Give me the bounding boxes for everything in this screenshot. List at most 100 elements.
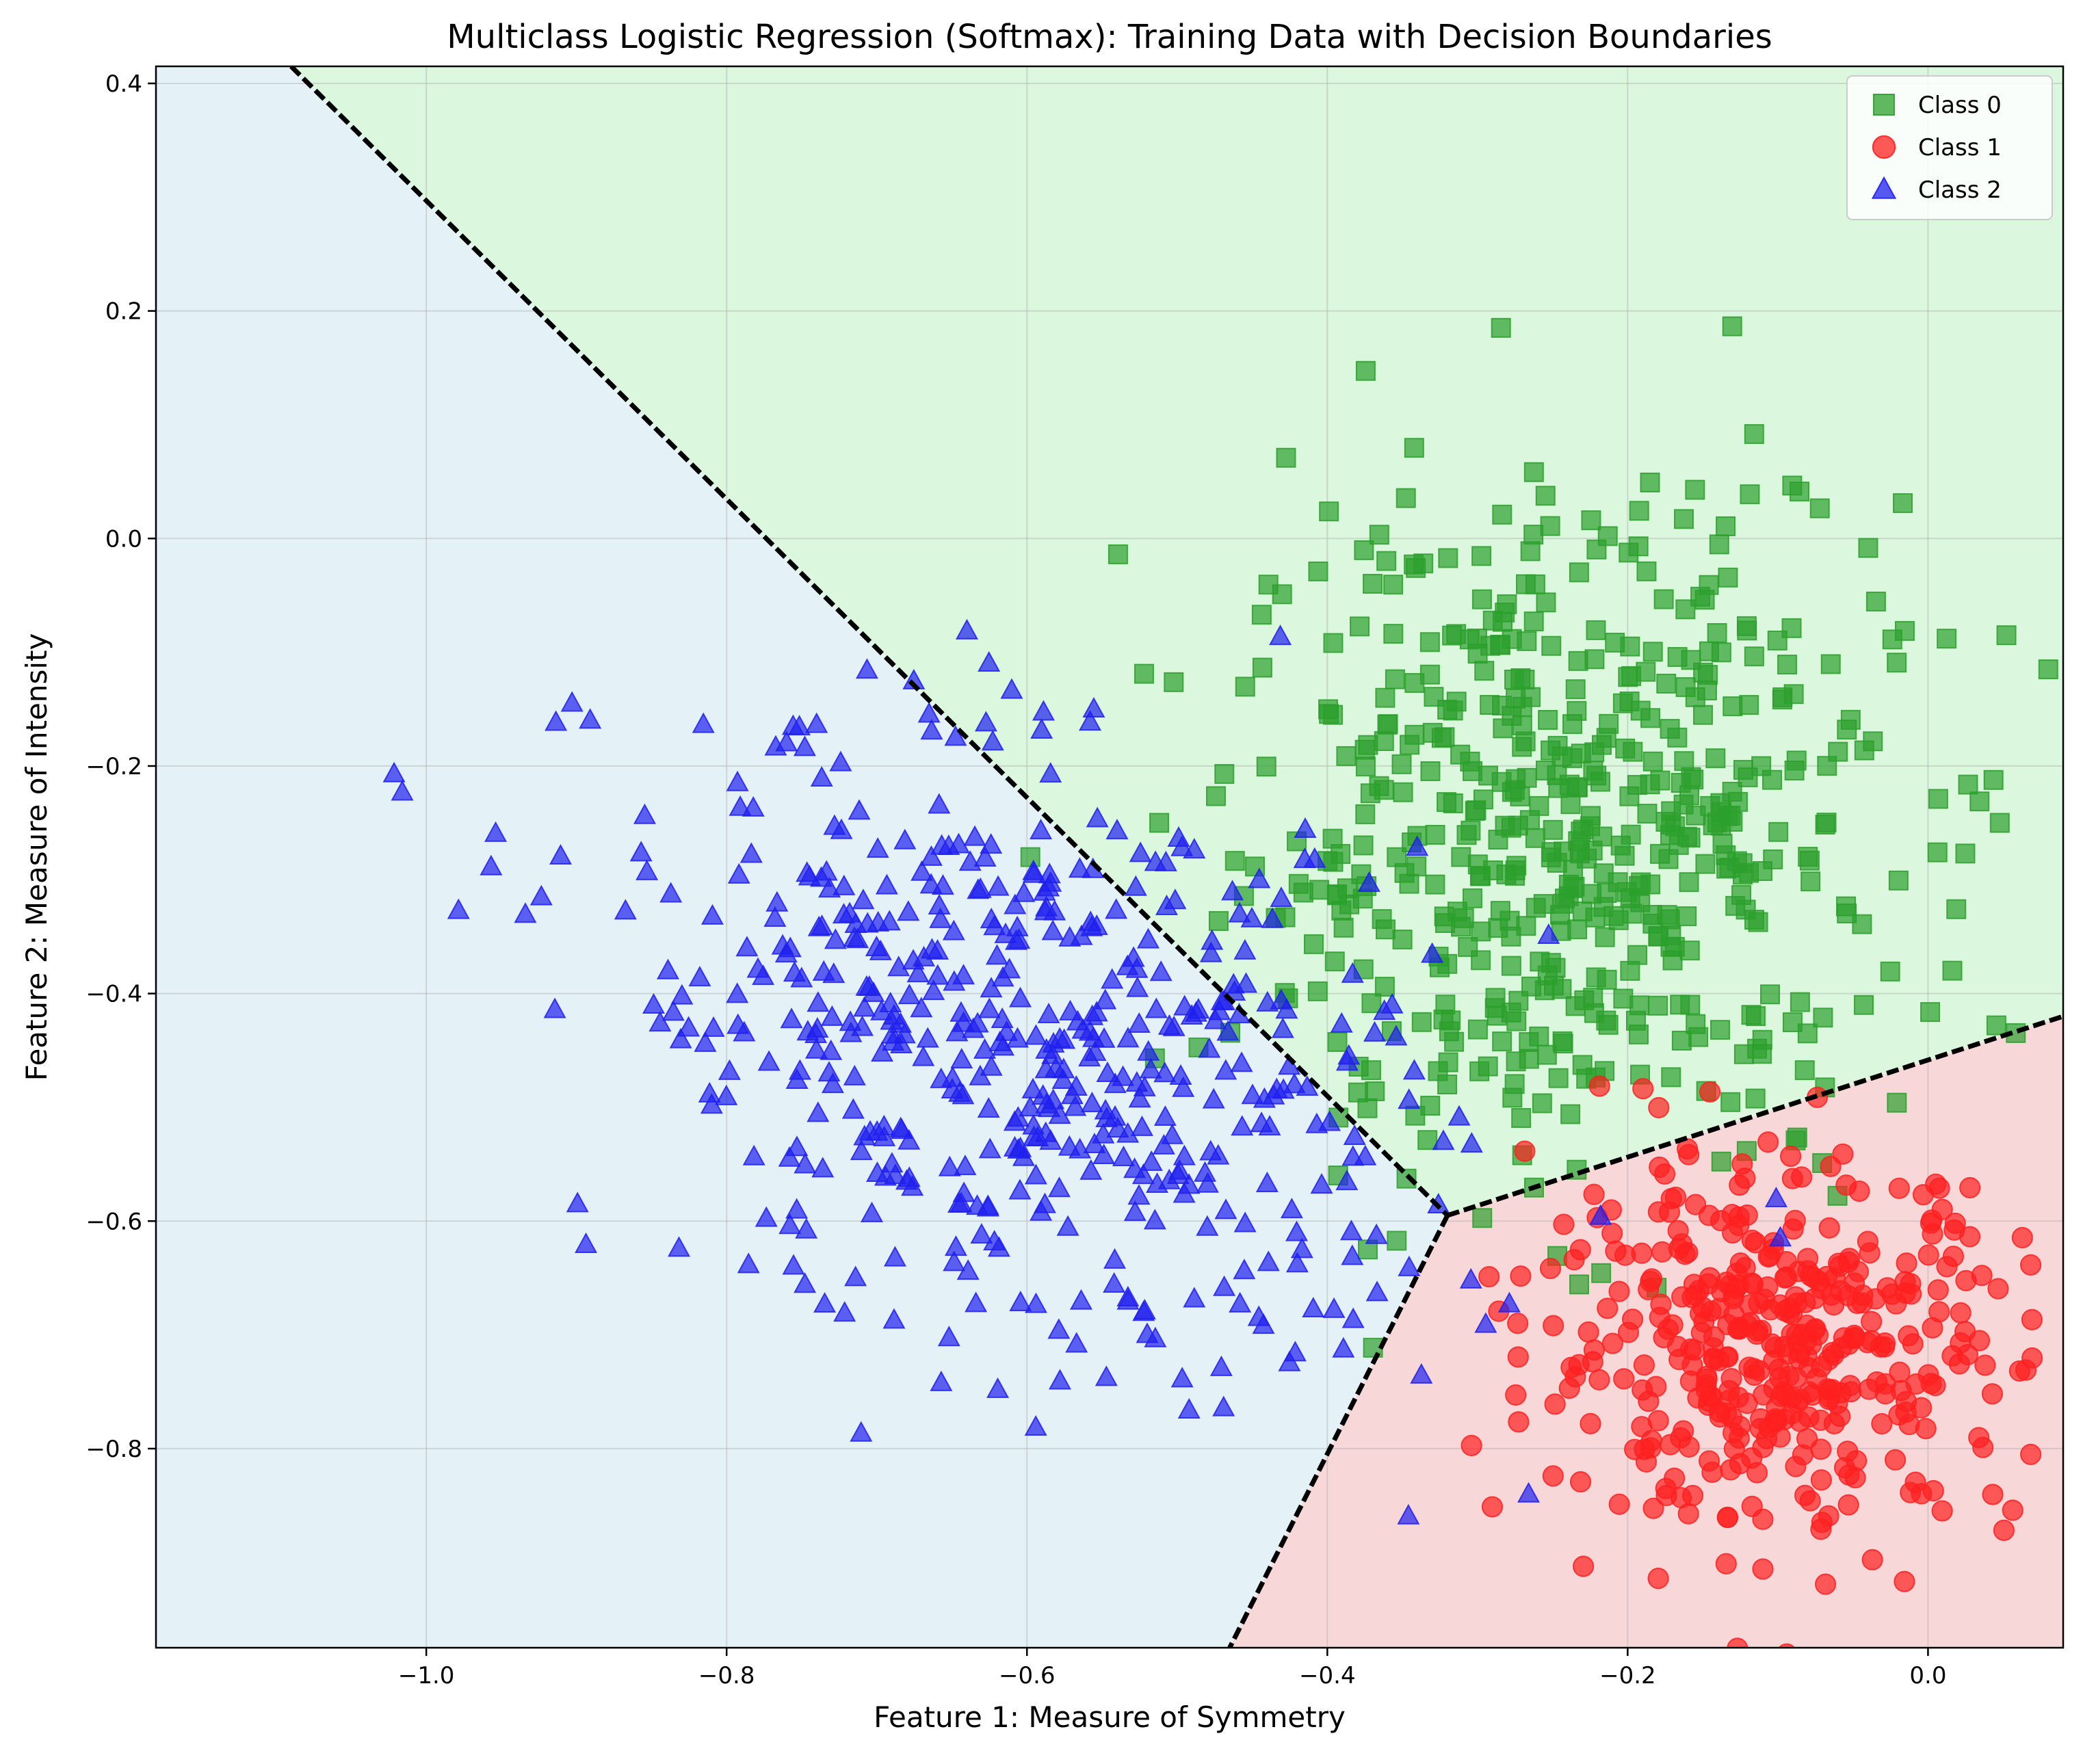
legend-label-1: Class 1	[1918, 134, 2002, 161]
data-point	[1598, 1014, 1619, 1035]
decision-boundary	[289, 66, 2063, 1648]
data-point	[1537, 923, 1560, 945]
data-point	[1491, 317, 1511, 338]
data-point	[1573, 819, 1593, 840]
data-point	[1989, 813, 2010, 833]
data-point	[1813, 1008, 1833, 1028]
data-point	[1512, 737, 1532, 757]
data-point	[1124, 875, 1147, 896]
data-point	[1683, 1274, 1705, 1295]
data-point	[1760, 984, 1781, 1005]
data-point	[1095, 1365, 1118, 1386]
data-point	[1257, 1250, 1280, 1272]
data-point	[1285, 1220, 1309, 1241]
data-point	[1543, 1315, 1564, 1337]
data-point	[1784, 760, 1805, 780]
data-point	[1699, 1385, 1721, 1407]
data-point	[952, 964, 975, 985]
data-point	[1201, 929, 1224, 950]
data-point	[1621, 666, 1642, 686]
data-point	[1451, 917, 1471, 937]
data-point	[1809, 498, 1830, 518]
data-point	[1582, 884, 1602, 904]
data-point	[1322, 1297, 1346, 1318]
data-point	[1474, 1312, 1497, 1333]
data-point	[853, 996, 876, 1017]
data-point	[1136, 927, 1160, 949]
data-point	[1116, 954, 1139, 975]
data-point	[1854, 740, 1874, 761]
data-point	[1501, 926, 1521, 947]
data-point	[1614, 845, 1635, 866]
data-point	[1539, 1257, 1562, 1280]
y-tick-label-0: −0.8	[86, 1436, 142, 1463]
data-point	[1569, 562, 1589, 583]
data-point	[1572, 901, 1593, 921]
data-point	[1744, 910, 1765, 930]
data-point	[1172, 1076, 1195, 1097]
data-point	[1065, 1332, 1088, 1353]
data-point	[1613, 1368, 1635, 1390]
data-point	[1810, 1438, 1832, 1460]
data-point	[649, 1011, 672, 1032]
data-point	[1781, 1303, 1803, 1325]
data-point	[1818, 1217, 1840, 1239]
data-point	[947, 832, 970, 854]
data-point	[1471, 546, 1492, 566]
data-point	[1614, 1244, 1636, 1266]
data-point	[974, 711, 997, 732]
data-point	[1736, 1393, 1758, 1414]
data-point	[1565, 679, 1586, 700]
data-point	[1680, 995, 1701, 1015]
data-point	[1917, 1244, 1939, 1266]
data-point	[1569, 1471, 1592, 1493]
data-point	[1843, 1324, 1865, 1346]
data-point	[1797, 1248, 1819, 1269]
data-point	[763, 906, 787, 927]
data-point	[1677, 906, 1697, 927]
data-point	[1656, 673, 1677, 694]
data-point	[1763, 849, 1783, 869]
data-point	[1540, 516, 1560, 536]
legend-marker-0	[1873, 94, 1895, 116]
data-point	[1024, 1163, 1047, 1185]
data-point	[1319, 501, 1339, 522]
data-point	[1846, 1292, 1868, 1315]
data-point	[1784, 1209, 1806, 1231]
data-point	[1039, 1129, 1062, 1150]
data-point	[2021, 1308, 2043, 1330]
data-point	[1623, 741, 1643, 762]
data-point	[1983, 769, 2004, 790]
data-point	[977, 1097, 1000, 1118]
data-point	[1169, 1064, 1192, 1085]
data-point	[1472, 1208, 1493, 1228]
data-point	[809, 866, 833, 887]
data-point	[1922, 1317, 1943, 1339]
data-point	[817, 877, 841, 898]
data-point	[1253, 1087, 1276, 1108]
data-point	[1640, 708, 1661, 728]
data-point	[1166, 1163, 1190, 1185]
data-point	[1791, 1166, 1813, 1188]
x-axis-label: Feature 1: Measure of Symmetry	[874, 1700, 1346, 1734]
data-point	[1679, 940, 1700, 961]
region-class-1	[1229, 1016, 2063, 1648]
data-point	[1664, 1186, 1687, 1208]
data-point	[1030, 718, 1053, 739]
data-point	[1736, 616, 1757, 636]
data-point	[1343, 1124, 1366, 1146]
data-point	[944, 725, 967, 746]
data-point	[1740, 484, 1760, 505]
data-point	[2008, 1360, 2030, 1382]
data-point	[879, 991, 902, 1013]
data-point	[1725, 895, 1746, 916]
data-point	[1161, 1123, 1184, 1144]
data-point	[718, 1059, 741, 1080]
data-point	[1506, 1051, 1526, 1072]
data-point	[958, 850, 982, 871]
data-point	[1471, 950, 1491, 971]
data-point	[1717, 1313, 1739, 1336]
data-point	[1288, 873, 1309, 894]
data-point	[1406, 856, 1427, 877]
data-point	[1214, 1059, 1237, 1080]
